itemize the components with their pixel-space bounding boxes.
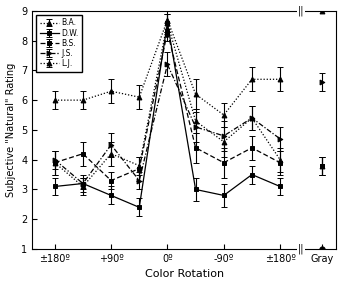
Text: ||: || [298, 5, 304, 16]
Legend: B.A., D.W., B.S., J.S., L.J.: B.A., D.W., B.S., J.S., L.J. [36, 15, 82, 72]
Y-axis label: Subjective "Natural" Rating: Subjective "Natural" Rating [5, 63, 15, 197]
Text: ||: || [298, 244, 304, 254]
X-axis label: Color Rotation: Color Rotation [145, 269, 224, 280]
